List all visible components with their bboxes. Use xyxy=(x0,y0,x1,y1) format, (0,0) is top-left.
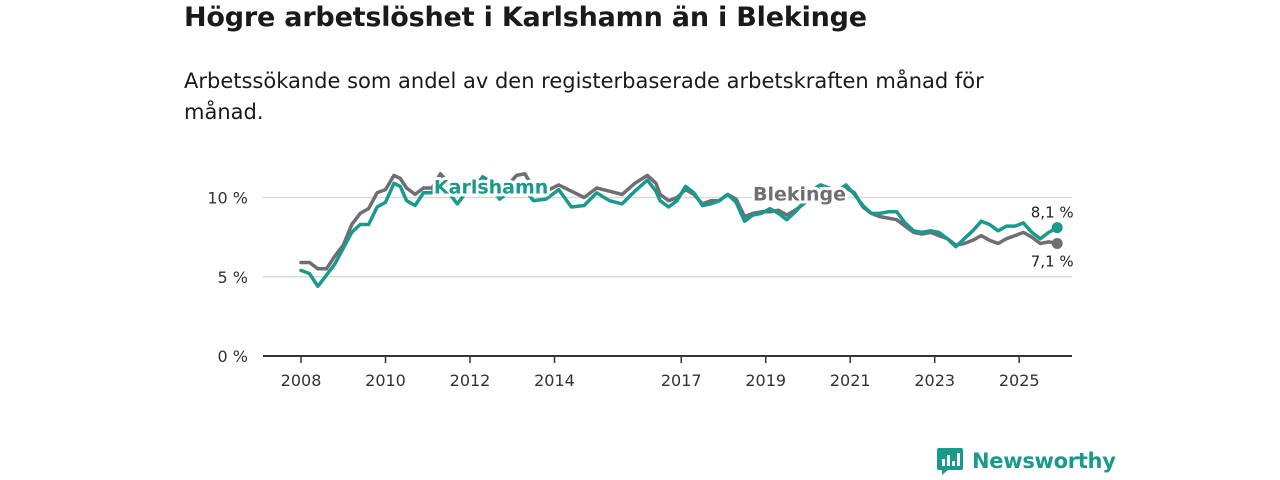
series-line-karlshamn xyxy=(299,175,1059,289)
series-end-label-karlshamn: 8,1 % xyxy=(1031,204,1074,222)
x-axis: 2008 2010 2012 2014 2017 2019 2021 2023 2025 xyxy=(263,355,1072,390)
series-labels: 7,1 % 8,1 % Karlshamn Blekinge xyxy=(431,174,1074,271)
x-tick-label: 2014 xyxy=(534,371,575,390)
chart-subtitle: Arbetssökande som andel av den registerb… xyxy=(184,69,984,124)
x-tick-label: 2025 xyxy=(999,371,1040,390)
series-label-blekinge: Blekinge xyxy=(753,184,846,206)
y-axis: 0 % 5 % 10 % xyxy=(207,189,248,366)
x-tick-label: 2010 xyxy=(365,371,406,390)
newsworthy-brand: Newsworthy xyxy=(936,446,1116,476)
series-end-point-blekinge xyxy=(1051,237,1063,249)
x-tick-label: 2012 xyxy=(450,371,491,390)
series-label-karlshamn: Karlshamn xyxy=(434,177,548,199)
brand-name: Newsworthy xyxy=(972,449,1116,473)
series-lines xyxy=(299,172,1063,289)
x-tick-label: 2023 xyxy=(914,371,955,390)
x-tick-label: 2021 xyxy=(830,371,871,390)
x-tick-label: 2019 xyxy=(745,371,786,390)
series-end-point-karlshamn xyxy=(1051,222,1063,234)
y-tick-label: 10 % xyxy=(207,189,248,208)
series-line-blekinge xyxy=(299,172,1059,271)
newsworthy-logo-icon xyxy=(937,448,963,475)
gridlines xyxy=(263,196,1072,278)
chart-title: Högre arbetslöshet i Karlshamn än i Blek… xyxy=(184,2,867,33)
y-tick-label: 0 % xyxy=(218,347,248,366)
y-tick-label: 5 % xyxy=(218,268,248,287)
series-end-label-blekinge: 7,1 % xyxy=(1031,252,1074,270)
x-tick-label: 2017 xyxy=(661,371,702,390)
x-tick-label: 2008 xyxy=(281,371,322,390)
